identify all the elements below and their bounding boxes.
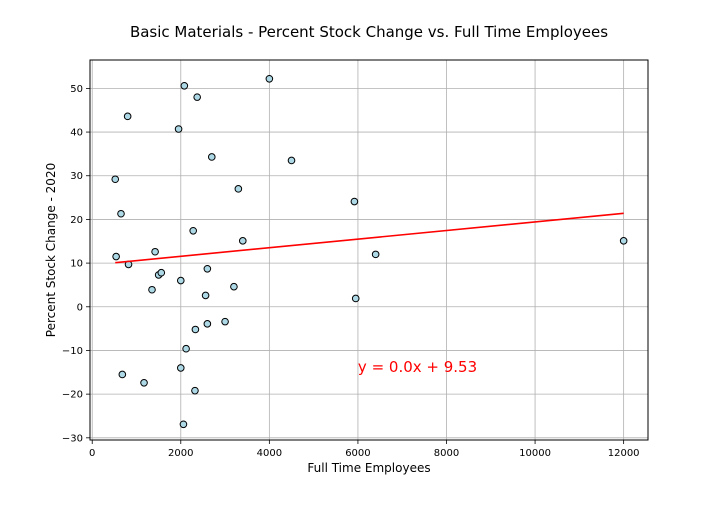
data-point: [619, 237, 628, 245]
y-tick-label: 20: [70, 215, 83, 226]
y-axis-label: Percent Stock Change - 2020: [44, 163, 58, 337]
x-axis-label: Full Time Employees: [307, 461, 430, 475]
data-point: [140, 378, 148, 387]
regression-layer: [115, 212, 624, 264]
data-point: [234, 185, 243, 193]
x-tick-label: 6000: [345, 448, 370, 459]
data-point: [189, 226, 197, 235]
data-point: [207, 153, 216, 161]
x-tick-label: 4000: [257, 448, 282, 459]
data-point: [117, 209, 125, 218]
data-point: [182, 344, 190, 353]
y-tick-label: 30: [70, 171, 83, 182]
x-axis-ticks: 0 2000 4000 6000 8000 10000 12000: [89, 440, 640, 459]
data-point: [180, 81, 189, 90]
y-tick-label: 0: [77, 302, 83, 313]
y-tick-label: −20: [62, 390, 83, 401]
x-tick-label: 12000: [608, 448, 640, 459]
data-point: [221, 317, 229, 326]
data-point: [230, 282, 238, 291]
x-tick-label: 0: [89, 448, 95, 459]
data-point: [287, 156, 296, 165]
y-tick-label: 10: [70, 259, 83, 270]
data-point: [151, 247, 159, 256]
regression-line: [115, 212, 624, 264]
regression-equation: y = 0.0x + 9.53: [358, 358, 477, 376]
x-tick-label: 10000: [519, 448, 551, 459]
data-point: [351, 294, 360, 303]
x-tick-label: 2000: [168, 448, 193, 459]
data-point: [265, 74, 274, 83]
data-point: [201, 291, 210, 300]
data-point: [193, 93, 201, 101]
data-point: [174, 125, 183, 133]
y-tick-label: −10: [62, 346, 83, 357]
data-point: [176, 276, 185, 285]
data-point: [203, 264, 212, 273]
y-tick-label: −30: [62, 433, 83, 444]
data-point: [176, 364, 185, 372]
x-tick-label: 8000: [434, 448, 459, 459]
data-point: [203, 320, 212, 328]
data-point: [157, 268, 166, 277]
y-tick-label: 40: [70, 128, 83, 139]
y-tick-label: 50: [70, 84, 83, 95]
y-axis-ticks: −30 −20 −10 0 10 20 30 40 50: [62, 84, 90, 444]
data-point: [371, 250, 380, 259]
data-point: [191, 325, 200, 334]
data-point: [350, 197, 359, 206]
data-point: [111, 175, 120, 184]
data-point: [112, 252, 120, 261]
axes-frame: [89, 59, 649, 441]
data-point: [179, 420, 188, 429]
data-point: [191, 386, 199, 395]
chart-title: Basic Materials - Percent Stock Change v…: [130, 23, 608, 41]
data-point: [148, 285, 156, 294]
data-point: [238, 237, 247, 245]
data-point: [123, 112, 132, 121]
data-points: [111, 74, 628, 429]
data-point: [118, 370, 127, 379]
